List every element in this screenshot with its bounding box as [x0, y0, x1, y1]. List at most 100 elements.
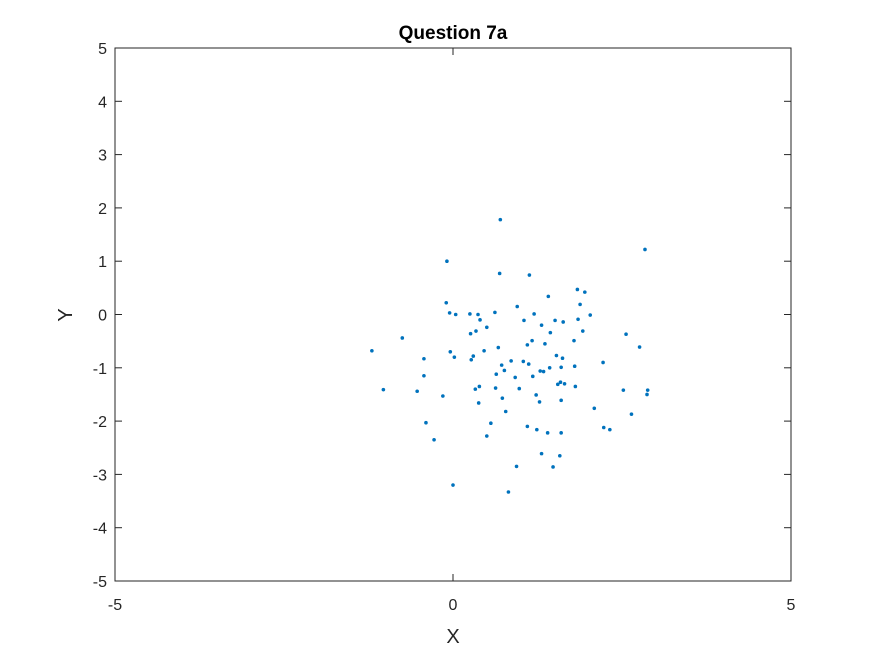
scatter-point — [583, 290, 587, 294]
scatter-point — [522, 318, 526, 323]
scatter-point — [441, 394, 445, 398]
scatter-point — [559, 431, 563, 435]
scatter-point — [608, 427, 612, 432]
y-tick-label: -4 — [93, 521, 107, 538]
scatter-point — [558, 453, 562, 458]
scatter-point — [513, 375, 517, 380]
y-axis-label: Y — [55, 308, 77, 321]
scatter-point — [532, 312, 536, 316]
scatter-point — [527, 273, 532, 277]
scatter-point — [476, 312, 480, 317]
scatter-point — [494, 372, 499, 376]
scatter-point — [541, 369, 546, 374]
y-tick-label: 2 — [98, 201, 107, 218]
x-tick-label: -5 — [108, 597, 122, 614]
plot-area — [114, 47, 792, 582]
scatter-point — [422, 373, 426, 378]
scatter-point — [478, 318, 482, 322]
scatter-point — [537, 400, 542, 404]
scatter-point — [502, 368, 507, 373]
axis-ticks: -5 0 5 -5 -4 -3 -2 -1 0 1 2 3 4 5 — [93, 41, 796, 614]
scatter-point — [576, 317, 580, 322]
scatter-point — [496, 345, 501, 350]
scatter-point — [553, 318, 557, 323]
scatter-point — [539, 451, 544, 456]
x-axis-label: X — [446, 626, 459, 648]
scatter-point — [415, 389, 419, 394]
scatter-point — [452, 355, 457, 359]
scatter-point — [559, 365, 563, 370]
y-tick-label: 3 — [98, 148, 107, 165]
scatter-point — [489, 421, 493, 426]
scatter-point — [445, 259, 449, 264]
scatter-point — [477, 384, 482, 389]
chart-title: Question 7a — [399, 23, 508, 44]
scatter-point — [432, 437, 436, 442]
scatter-point — [509, 359, 513, 363]
scatter-point — [621, 388, 626, 392]
scatter-point — [424, 420, 428, 425]
scatter-point — [555, 382, 560, 387]
scatter-point — [468, 312, 472, 316]
scatter-point — [506, 490, 511, 494]
scatter-point — [573, 384, 578, 389]
scatter-point — [525, 343, 530, 347]
y-tick-label: 5 — [98, 41, 107, 58]
scatter-point — [543, 342, 547, 346]
y-tick-label: -1 — [93, 361, 107, 378]
scatter-point — [561, 320, 565, 324]
scatter-point — [422, 356, 426, 361]
scatter-point — [400, 336, 405, 340]
scatter-point — [448, 350, 453, 354]
scatter-point — [447, 311, 452, 315]
scatter-point — [444, 300, 449, 305]
scatter-point — [381, 387, 386, 392]
scatter-point — [645, 392, 649, 397]
scatter-point — [558, 380, 563, 384]
scatter-point — [624, 332, 628, 337]
y-tick-label: 0 — [98, 308, 107, 325]
scatter-point — [547, 366, 552, 370]
scatter-point — [473, 387, 478, 391]
scatter-point — [535, 427, 539, 432]
scatter-point — [469, 358, 474, 362]
scatter-points — [370, 217, 650, 494]
scatter-point — [498, 217, 503, 222]
scatter-point — [474, 329, 478, 333]
scatter-point — [580, 329, 585, 333]
scatter-point — [503, 409, 508, 414]
scatter-point — [499, 363, 504, 367]
scatter-point — [637, 345, 642, 349]
scatter-point — [601, 425, 606, 430]
scatter-point — [514, 464, 519, 469]
scatter-point — [562, 381, 567, 386]
scatter-point — [493, 386, 498, 390]
scatter-point — [500, 396, 505, 400]
y-tick-label: -5 — [93, 574, 107, 591]
scatter-point — [572, 364, 577, 369]
scatter-point — [538, 369, 543, 373]
scatter-point — [551, 465, 555, 469]
y-tick-label: -3 — [93, 467, 107, 484]
scatter-point — [572, 338, 576, 343]
scatter-point — [471, 354, 476, 358]
scatter-point — [645, 388, 650, 392]
scatter-point — [559, 398, 563, 403]
scatter-point — [560, 356, 565, 361]
scatter-point — [525, 424, 530, 429]
x-tick-label: 5 — [787, 597, 796, 614]
scatter-point — [539, 323, 544, 327]
scatter-point — [548, 330, 553, 335]
scatter-point — [485, 325, 489, 330]
scatter-point — [534, 393, 538, 397]
scatter-point — [575, 287, 580, 292]
scatter-point — [468, 331, 473, 336]
scatter-point — [485, 434, 489, 438]
scatter-point — [592, 406, 597, 411]
scatter-point — [554, 353, 559, 358]
y-tick-label: 1 — [98, 254, 107, 271]
scatter-point — [451, 483, 455, 487]
scatter-point — [370, 348, 374, 353]
scatter-point — [530, 374, 535, 379]
